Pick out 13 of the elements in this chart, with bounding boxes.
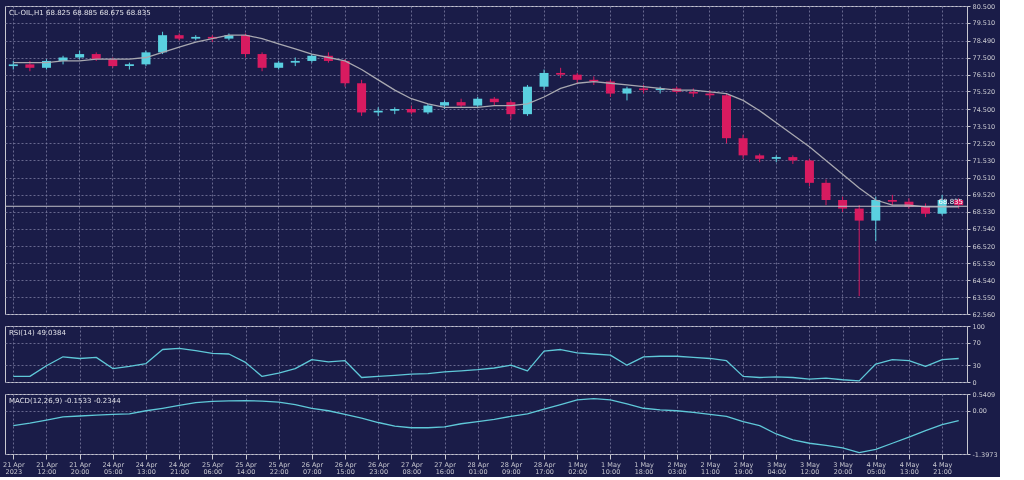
candlestick	[340, 58, 350, 88]
candlestick	[158, 31, 168, 55]
candlestick	[804, 158, 814, 187]
candlestick	[539, 69, 549, 91]
candlestick	[25, 60, 35, 72]
candlestick	[241, 32, 250, 59]
line-series	[12, 347, 960, 382]
candlestick	[257, 51, 267, 72]
candlestick	[622, 86, 632, 101]
candlestick	[738, 134, 748, 160]
candlestick	[854, 204, 864, 297]
candlestick	[821, 178, 831, 206]
candlestick	[871, 196, 881, 242]
